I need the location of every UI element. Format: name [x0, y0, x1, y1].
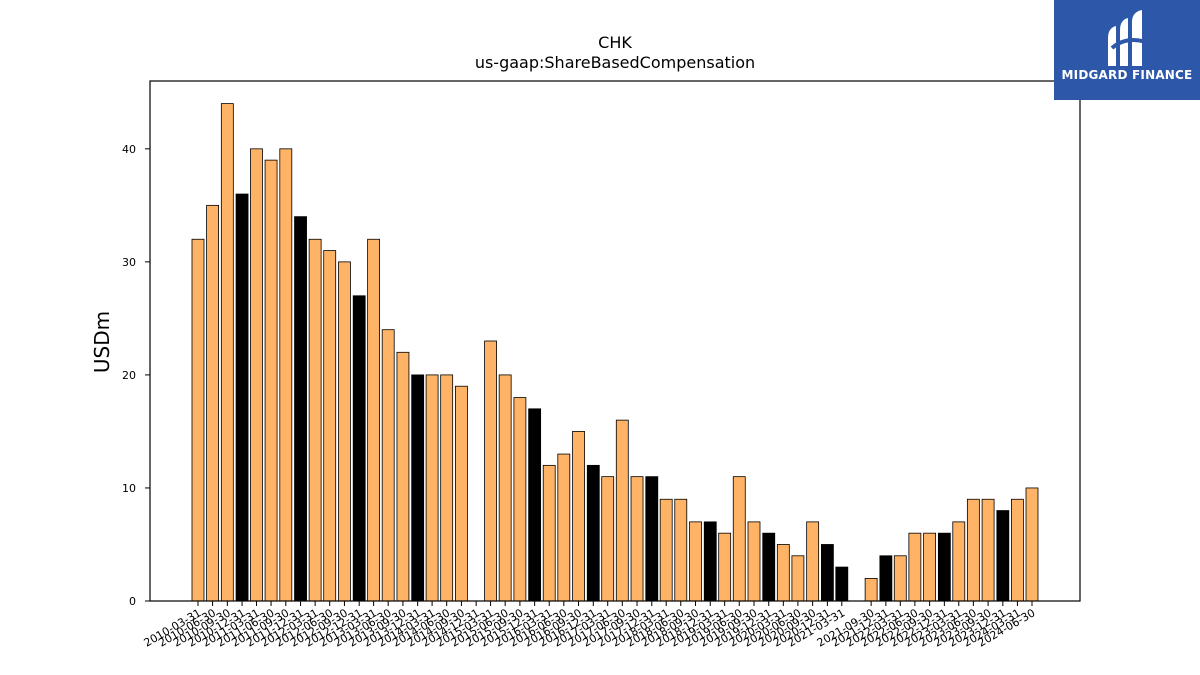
bar-2017-12-31 [645, 476, 659, 602]
bar-2022-12-31 [937, 532, 951, 602]
bar-2022-06-30 [908, 532, 922, 602]
bar-2023-12-31 [996, 510, 1010, 602]
brand-logo: MIDGARD FINANCE [1054, 0, 1200, 100]
bar-2011-03-31 [250, 148, 263, 602]
bar-2012-03-31 [308, 238, 322, 602]
midgard-logo-icon [1108, 10, 1147, 66]
bar-2016-09-30 [572, 431, 585, 602]
bar-2012-09-30 [338, 261, 351, 602]
bar-2012-12-31 [352, 295, 366, 602]
bar-2017-06-30 [615, 419, 629, 602]
bar-2023-06-30 [966, 498, 980, 602]
bar-2015-03-31 [484, 340, 497, 602]
plot-frame [149, 80, 1081, 602]
y-tick-label: 20 [122, 369, 136, 382]
bar-2011-06-30 [264, 159, 278, 602]
bar-2024-06-30 [1025, 487, 1039, 602]
bar-2020-09-30 [806, 521, 820, 602]
bar-series [191, 103, 1039, 602]
bar-2016-06-30 [557, 453, 571, 602]
bar-2017-03-31 [601, 476, 615, 602]
bar-2017-09-30 [630, 476, 644, 602]
y-tick-label: 40 [122, 143, 136, 156]
chart-title: CHK [598, 33, 632, 52]
y-tick-label: 30 [122, 256, 136, 269]
bar-2011-09-30 [279, 148, 293, 602]
bar-2023-03-31 [952, 521, 966, 602]
bar-2019-12-31 [762, 532, 776, 602]
bar-2020-03-31 [776, 544, 790, 602]
x-axis-ticks: 2010-03-312010-06-302010-09-302010-12-31… [142, 601, 1038, 650]
bar-2014-09-30 [455, 385, 468, 602]
bar-2010-12-31 [235, 193, 249, 602]
bar-2022-09-30 [923, 532, 937, 602]
bar-2020-12-31 [820, 544, 834, 602]
y-axis-ticks: 0 10 20 30 40 [122, 143, 150, 608]
bar-2018-09-30 [689, 521, 702, 602]
bar-2015-12-31 [528, 408, 542, 602]
bar-2012-06-30 [323, 250, 337, 602]
bar-2010-09-30 [220, 103, 234, 602]
bar-2020-06-30 [791, 555, 805, 602]
bar-2016-12-31 [586, 464, 600, 602]
bar-2021-09-30 [864, 577, 878, 602]
bar-2013-12-31 [411, 374, 425, 602]
bar-2011-12-31 [294, 216, 307, 602]
bar-2013-06-30 [381, 329, 395, 602]
bar-2014-03-31 [425, 374, 439, 602]
chart-subtitle: us-gaap:ShareBasedCompensation [475, 53, 755, 72]
bar-2018-12-31 [703, 521, 717, 602]
bar-2015-06-30 [498, 374, 512, 602]
bar-2018-06-30 [674, 498, 688, 602]
bar-2022-03-31 [893, 555, 907, 602]
bar-2015-09-30 [513, 397, 527, 602]
y-axis-label: USDm [90, 311, 114, 373]
bar-2013-09-30 [396, 351, 410, 602]
bar-2013-03-31 [367, 238, 381, 602]
bar-2014-06-30 [440, 374, 454, 602]
y-tick-label: 10 [122, 482, 136, 495]
bar-2010-03-31 [191, 238, 205, 602]
y-tick-label: 0 [129, 595, 136, 608]
bar-2019-03-31 [718, 532, 732, 602]
bar-2019-09-30 [747, 521, 761, 602]
bar-2018-03-31 [659, 498, 673, 602]
bar-2021-03-31 [835, 566, 849, 602]
bar-2010-06-30 [206, 204, 219, 602]
brand-text: MIDGARD FINANCE [1061, 68, 1193, 82]
bar-2023-09-30 [981, 498, 995, 602]
bar-2016-03-31 [542, 464, 556, 602]
bar-2024-03-31 [1011, 498, 1024, 602]
bar-2019-06-30 [732, 476, 746, 602]
bar-2021-12-31 [879, 555, 893, 602]
